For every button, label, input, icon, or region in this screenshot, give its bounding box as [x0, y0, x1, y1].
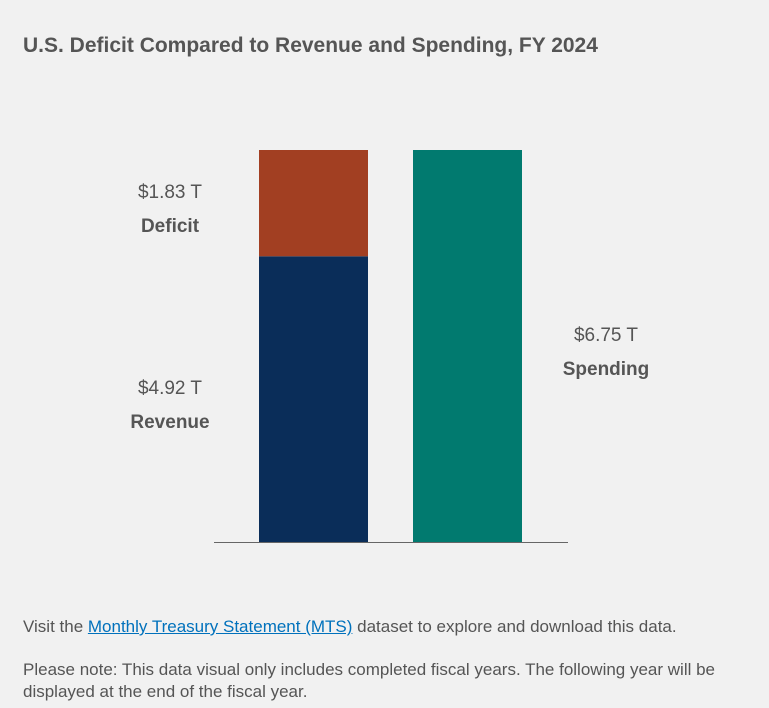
deficit-bar	[259, 150, 368, 257]
revenue-value-label: $4.92 T	[138, 378, 202, 399]
spending-value-label: $6.75 T	[574, 325, 638, 346]
fiscal-year-note: Please note: This data visual only inclu…	[23, 660, 716, 701]
mts-dataset-link[interactable]: Monthly Treasury Statement (MTS)	[87, 617, 353, 636]
revenue-name-label: Revenue	[130, 412, 209, 433]
deficit-chart: $4.92 T Revenue $1.83 T Deficit $6.75 T Spend…	[130, 150, 650, 543]
mts-note-prefix: Visit the	[23, 617, 88, 636]
chart-title: U.S. Deficit Compared to Revenue and Spe…	[23, 34, 598, 57]
mts-note-suffix: dataset to explore and download this dat…	[352, 617, 677, 636]
deficit-value-label: $1.83 T	[138, 182, 202, 203]
spending-bar	[413, 150, 522, 542]
deficit-name-label: Deficit	[141, 216, 200, 237]
revenue-bar	[259, 256, 368, 542]
spending-name-label: Spending	[563, 359, 650, 380]
mts-note: Visit the Monthly Treasury Statement (MT…	[23, 616, 753, 638]
